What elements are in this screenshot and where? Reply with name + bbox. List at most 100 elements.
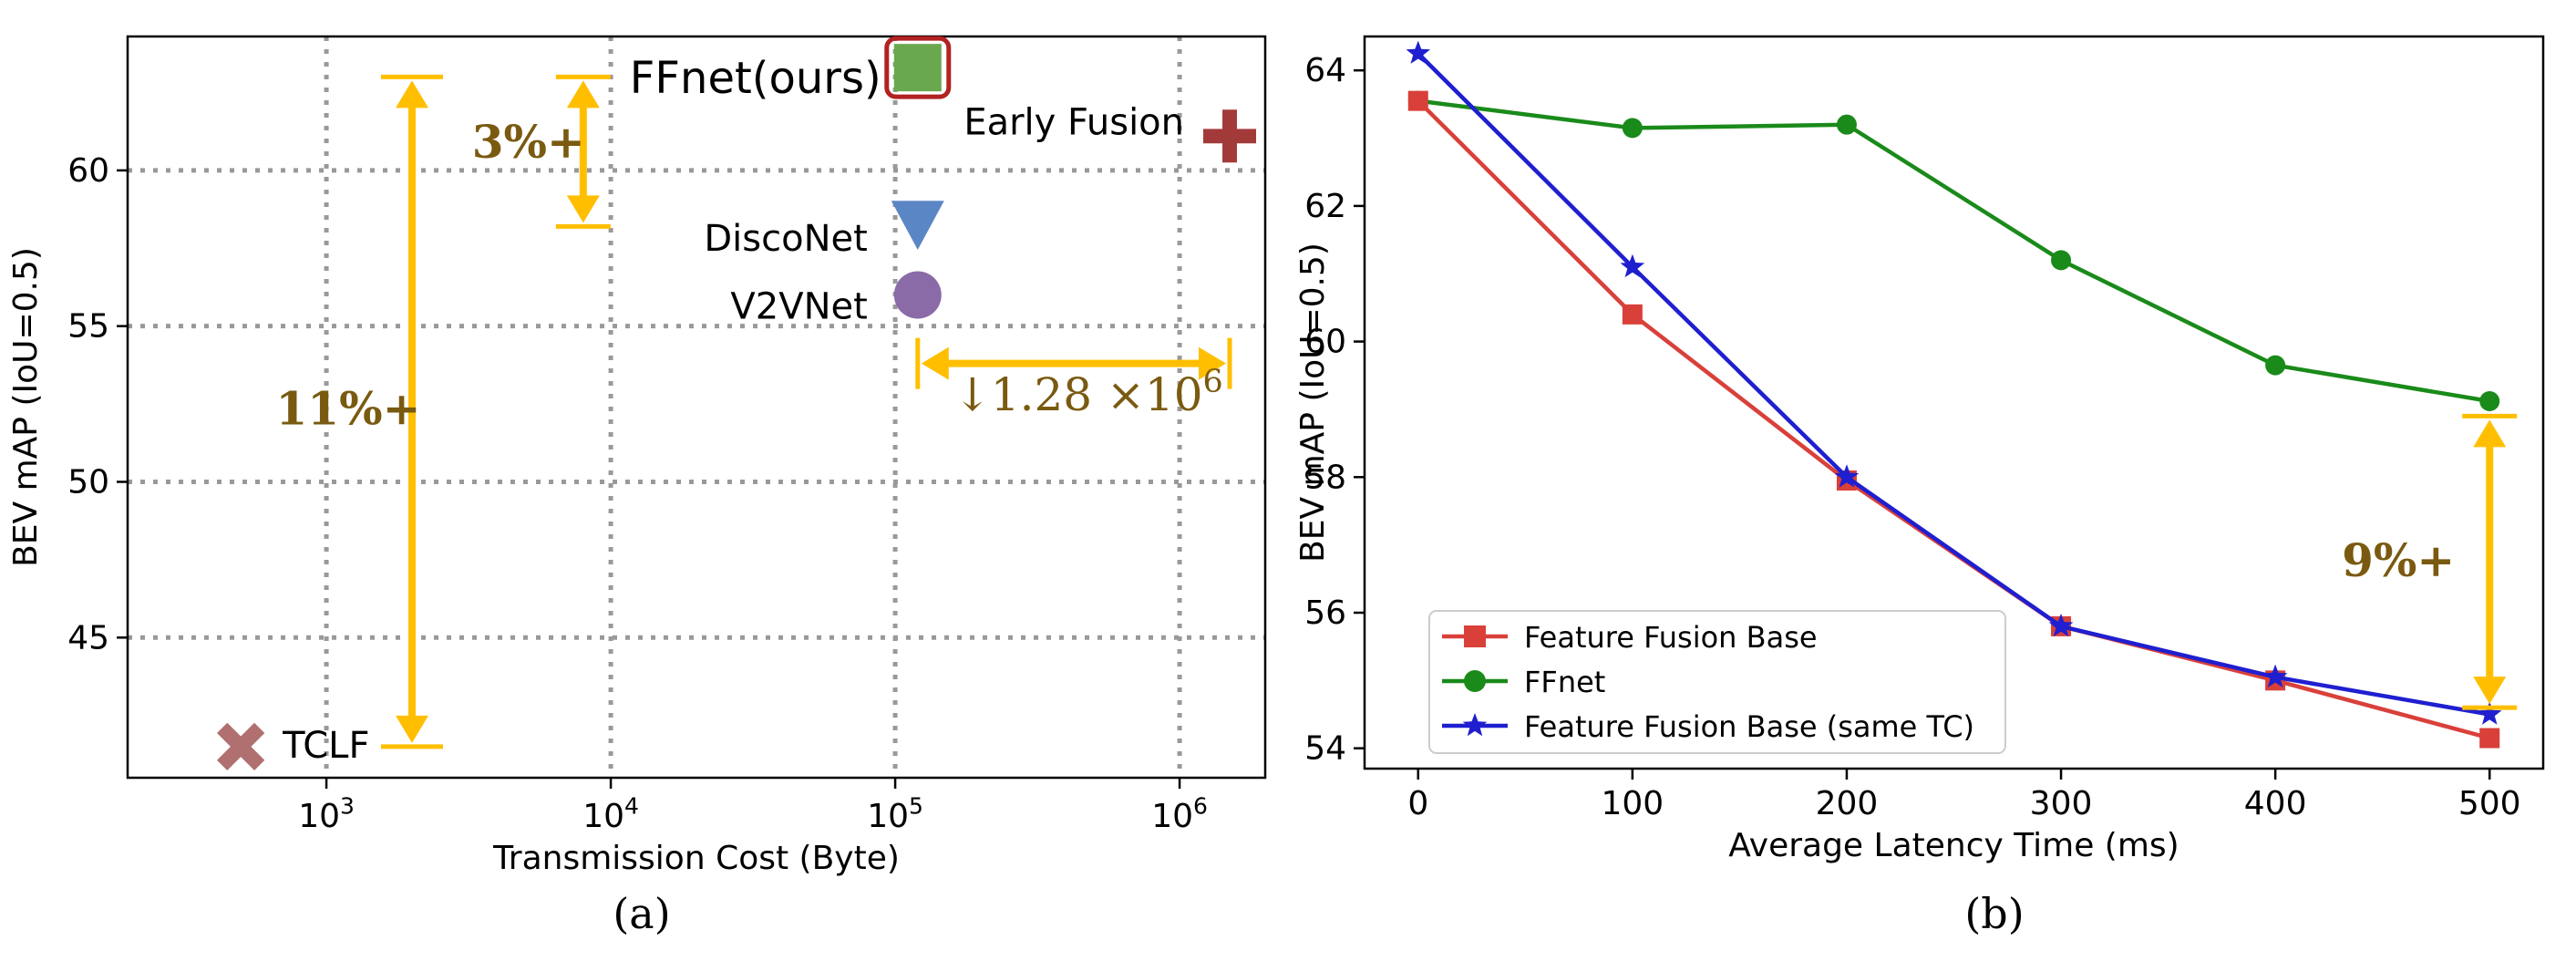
y-tick-label: 60 xyxy=(67,152,109,190)
annotation-3-percent: 3%+ xyxy=(472,115,585,169)
y-tick-label: 55 xyxy=(67,308,109,346)
panel-b-x-axis-label: Average Latency Time (ms) xyxy=(1728,827,2179,864)
series-point-feature-fusion-base xyxy=(1622,304,1643,325)
series-point-feature-fusion-base-same-tc xyxy=(2048,613,2074,637)
y-tick-label: 58 xyxy=(1304,459,1346,496)
point-tclf xyxy=(217,722,265,770)
x-tick-label: 103 xyxy=(298,793,355,835)
series-point-ffnet xyxy=(2479,391,2500,412)
y-tick-label: 62 xyxy=(1304,188,1346,225)
annotation-cost-arrow: ↓ xyxy=(953,368,992,421)
range-arrow-11-head-bottom xyxy=(396,715,428,743)
series-point-feature-fusion-base-same-tc xyxy=(2262,664,2288,687)
panel-b-frame xyxy=(1363,35,2545,770)
legend-swatch-marker xyxy=(1464,625,1486,647)
legend-swatch-marker xyxy=(1464,670,1486,692)
y-tick-label: 56 xyxy=(1304,594,1346,632)
y-tick-label: 64 xyxy=(1304,52,1346,89)
panel-a-annotations: 11%+ 3%+ ↓ 1.28 ×106 xyxy=(276,74,1232,749)
series-point-feature-fusion-base-same-tc xyxy=(1620,253,1645,278)
x-tick-label-base: 10 xyxy=(298,798,340,835)
x-tick-label: 105 xyxy=(867,793,923,835)
x-tick-label: 200 xyxy=(1816,785,1879,822)
legend-swatch-marker xyxy=(1462,713,1488,737)
highlight-box-ffnet-ours xyxy=(884,36,952,99)
x-tick-label-exponent: 6 xyxy=(1193,793,1208,820)
range-arrow-cost-head-right xyxy=(1199,346,1227,380)
x-tick-label-base: 10 xyxy=(867,798,909,835)
y-tick-label: 50 xyxy=(67,463,109,501)
point-v2vnet xyxy=(893,271,942,319)
range-arrow-11-head-top xyxy=(396,80,428,108)
x-tick-label: 400 xyxy=(2244,785,2307,822)
x-tick-label-exponent: 5 xyxy=(909,793,923,820)
x-tick-label: 300 xyxy=(2030,785,2093,822)
annotation-cost-text: 1.28 ×106 xyxy=(991,364,1223,421)
series-point-feature-fusion-base xyxy=(2479,728,2500,749)
panel-b-legend: Feature Fusion Base FFnet Feature Fusion B… xyxy=(1428,610,2006,754)
range-arrow-9-head-top xyxy=(2473,419,2507,448)
legend-label: Feature Fusion Base (same TC) xyxy=(1524,709,1974,744)
panel-b-annotations: 9%+ xyxy=(2342,413,2518,710)
panel-b-ticks: 0 100 200 300 400 500 54 56 58 60 62 64 xyxy=(1304,52,2520,822)
point-early-fusion xyxy=(1203,109,1257,163)
x-tick-label: 104 xyxy=(582,793,639,835)
range-arrow-cost-head-left xyxy=(921,346,949,380)
series-point-feature-fusion-base-same-tc xyxy=(2477,701,2502,725)
point-disconet xyxy=(891,201,944,250)
annotation-cost-text-exponent: 6 xyxy=(1203,364,1223,400)
series-point-feature-fusion-base-same-tc xyxy=(1406,40,1431,64)
panel-a-y-axis-label: BEV mAP (IoU=0.5) xyxy=(7,247,45,567)
legend-item-feature-fusion-base: Feature Fusion Base xyxy=(1442,620,1818,655)
annotation-cost-text-base: 1.28 ×10 xyxy=(991,368,1203,421)
point-label-early-fusion: Early Fusion xyxy=(963,101,1184,143)
x-tick-label: 100 xyxy=(1602,785,1664,822)
point-label-tclf: TCLF xyxy=(282,725,369,767)
panel-b-line-chart: 0 100 200 300 400 500 54 56 58 60 62 64 9%+ Feature… xyxy=(1294,35,2545,938)
point-ffnet-ours xyxy=(893,44,942,92)
legend-item-feature-fusion-base-same-tc: Feature Fusion Base (same TC) xyxy=(1442,709,1974,744)
legend-item-ffnet: FFnet xyxy=(1442,665,1605,699)
series-line-feature-fusion-base-same-tc xyxy=(1417,52,2490,717)
x-tick-label: 0 xyxy=(1407,785,1428,822)
series-point-ffnet xyxy=(2265,355,2286,376)
panel-a-x-axis-label: Transmission Cost (Byte) xyxy=(492,840,900,877)
x-tick-label-base: 10 xyxy=(582,798,624,835)
series-line-ffnet xyxy=(1417,98,2490,404)
panel-b-caption: (b) xyxy=(1964,889,2024,938)
x-tick-label: 106 xyxy=(1151,793,1208,835)
legend-label: FFnet xyxy=(1524,665,1605,699)
point-label-disconet: DiscoNet xyxy=(704,218,867,260)
annotation-11-percent: 11%+ xyxy=(276,382,421,436)
range-arrow-3-head-bottom xyxy=(566,195,600,223)
annotation-9-percent: 9%+ xyxy=(2342,533,2455,587)
series-point-feature-fusion-base xyxy=(1407,90,1428,111)
y-tick-label: 54 xyxy=(1304,730,1346,768)
series-point-feature-fusion-base-same-tc xyxy=(1834,464,1860,488)
panel-b-y-axis-label: BEV mAP (IoU=0.5) xyxy=(1294,243,1332,563)
x-tick-label-exponent: 3 xyxy=(340,793,355,820)
legend-label: Feature Fusion Base xyxy=(1524,620,1818,655)
range-arrow-3-head-top xyxy=(566,80,600,108)
panel-a-points: FFnet(ours) Early Fusion DiscoNet V2VNet TCL… xyxy=(217,36,1257,770)
x-tick-label-base: 10 xyxy=(1151,798,1193,835)
series-point-ffnet xyxy=(1836,114,1857,135)
point-tclf-shape xyxy=(217,722,265,770)
point-label-v2vnet: V2VNet xyxy=(730,286,867,328)
legend-box xyxy=(1428,610,2006,754)
y-tick-label: 60 xyxy=(1304,324,1346,361)
panel-b-series xyxy=(1406,40,2502,749)
series-point-ffnet xyxy=(2051,250,2072,271)
x-tick-label-exponent: 4 xyxy=(624,793,639,820)
range-arrow-9-head-bottom xyxy=(2473,677,2507,705)
panel-a-frame xyxy=(126,35,1267,780)
x-tick-label: 500 xyxy=(2458,785,2521,822)
point-label-ffnet-ours: FFnet(ours) xyxy=(630,53,881,104)
series-point-ffnet xyxy=(1622,118,1643,139)
panel-a-grid xyxy=(128,36,1265,778)
y-tick-label: 45 xyxy=(67,619,109,656)
